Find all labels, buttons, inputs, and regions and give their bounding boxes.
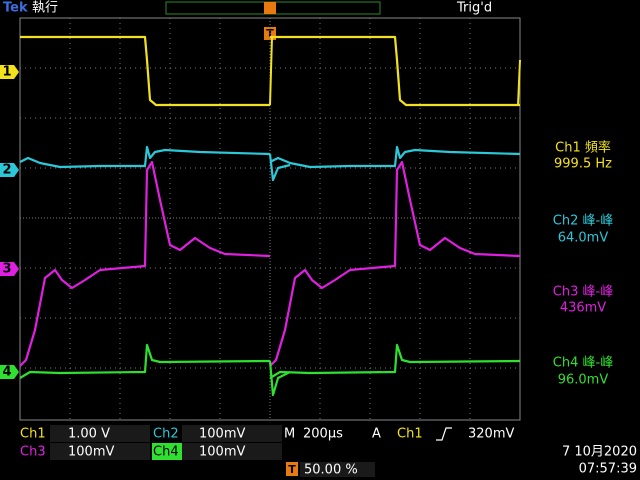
time: 07:57:39 bbox=[579, 462, 637, 477]
ch4-scale: 100mV bbox=[199, 445, 245, 460]
measurement-value: 999.5 Hz bbox=[554, 157, 612, 172]
ch2-marker: 2 bbox=[2, 163, 11, 178]
ch2-label: Ch2 bbox=[153, 427, 179, 442]
graticule bbox=[19, 17, 521, 421]
trigger-source: Ch1 bbox=[397, 427, 423, 442]
ch3-scale-box bbox=[50, 443, 150, 460]
ch3-marker-bg bbox=[0, 262, 19, 276]
trigger-pos-marker: T bbox=[288, 463, 296, 476]
waveforms bbox=[18, 35, 522, 397]
ch1-marker-bg bbox=[0, 65, 19, 79]
brand: Tek bbox=[3, 1, 28, 16]
timebase: 200µs bbox=[303, 427, 343, 442]
ch4-label: Ch4 bbox=[153, 445, 179, 460]
ch3-label: Ch3 bbox=[20, 445, 46, 460]
date: 7 10月2020 bbox=[562, 445, 637, 460]
ch3-marker: 3 bbox=[2, 262, 11, 277]
trigger-pos-top bbox=[264, 2, 276, 14]
trigger-level: 320mV bbox=[468, 427, 514, 442]
ch2-scale: 100mV bbox=[199, 427, 245, 442]
measurement-label: Ch4 峰-峰 bbox=[553, 356, 613, 371]
ch4-scale-box bbox=[182, 443, 282, 460]
ch1-edge bbox=[269, 36, 273, 106]
ch1-edge bbox=[517, 59, 521, 106]
ch1-scale-box bbox=[50, 425, 150, 442]
ch1-label: Ch1 bbox=[20, 427, 46, 442]
ch3-scale: 100mV bbox=[68, 445, 114, 460]
trigger-status: Trig'd bbox=[456, 1, 492, 16]
ch1-scale: 1.00 V bbox=[68, 427, 110, 442]
measurement-value: 96.0mV bbox=[558, 373, 609, 388]
measurement-value: 64.0mV bbox=[558, 231, 609, 246]
measurement-label: Ch3 峰-峰 bbox=[553, 285, 613, 300]
measurement-label: Ch1 頻率 bbox=[555, 140, 611, 156]
timebase-label: M bbox=[284, 427, 295, 442]
trigger-slope-icon bbox=[436, 427, 452, 441]
ch4-marker-bg bbox=[0, 365, 19, 379]
ch4-marker: 4 bbox=[2, 365, 11, 380]
ch2-marker-bg bbox=[0, 163, 19, 177]
ch1-marker: 1 bbox=[2, 65, 11, 80]
ch2-scale-box bbox=[182, 425, 282, 442]
trigger-pos-icon bbox=[286, 462, 298, 476]
ch2-edge bbox=[268, 153, 291, 182]
trigger-position: 50.00 % bbox=[304, 463, 358, 478]
measurement-value: 436mV bbox=[560, 301, 606, 316]
trigger-pos-box bbox=[300, 462, 375, 477]
ch4-label-box bbox=[152, 443, 182, 460]
run-state: 執行 bbox=[32, 0, 58, 16]
measurement-label: Ch2 峰-峰 bbox=[553, 214, 613, 229]
trigger-mode: A bbox=[372, 427, 381, 442]
